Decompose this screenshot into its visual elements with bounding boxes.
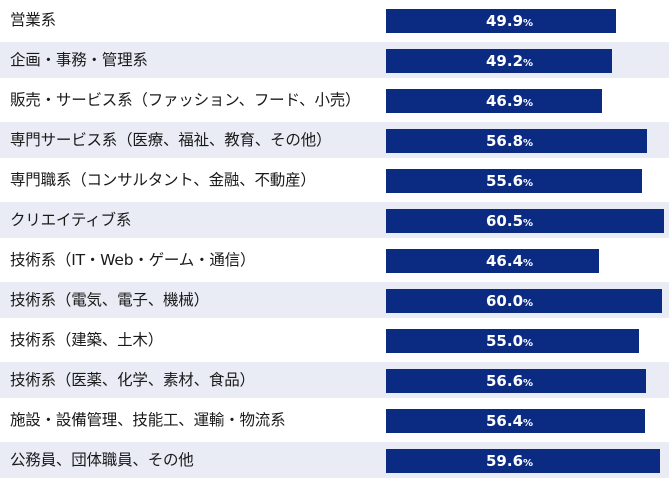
bar-value-number: 55.0 <box>486 332 524 350</box>
bar-value-number: 46.9 <box>486 92 524 110</box>
chart-row: 施設・設備管理、技能工、運輸・物流系 56.4% <box>0 400 669 440</box>
chart-row: 技術系（医薬、化学、素材、食品） 56.6% <box>0 360 669 400</box>
bar-value-unit: % <box>523 98 534 109</box>
bar: 46.9% <box>386 89 602 113</box>
chart-row: 販売・サービス系（ファッション、フード、小売） 46.9% <box>0 80 669 120</box>
bar-value-number: 56.6 <box>486 372 524 390</box>
chart-row: 技術系（電気、電子、機械） 60.0% <box>0 280 669 320</box>
bar: 55.6% <box>386 169 642 193</box>
bar-value-number: 60.0 <box>486 292 524 310</box>
bar-value-label: 60.0% <box>486 289 533 313</box>
category-label: 営業系 <box>10 11 56 29</box>
bar-value-label: 56.4% <box>486 409 533 433</box>
category-label: 専門職系（コンサルタント、金融、不動産） <box>10 171 316 189</box>
chart-row: 企画・事務・管理系 49.2% <box>0 40 669 80</box>
bar: 56.8% <box>386 129 648 153</box>
category-label: 技術系（医薬、化学、素材、食品） <box>10 371 255 389</box>
bar: 55.0% <box>386 329 639 353</box>
bar-value-unit: % <box>523 178 534 189</box>
bar: 59.6% <box>386 449 661 473</box>
bar-value-unit: % <box>523 258 534 269</box>
category-label: 専門サービス系（医療、福祉、教育、その他） <box>10 131 332 149</box>
bar-value-number: 55.6 <box>486 172 524 190</box>
bar: 46.4% <box>386 249 600 273</box>
bar-value-label: 49.2% <box>486 49 533 73</box>
category-label: 技術系（電気、電子、機械） <box>10 291 209 309</box>
bar-value-unit: % <box>523 138 534 149</box>
chart-row: 公務員、団体職員、その他 59.6% <box>0 440 669 480</box>
bar-value-unit: % <box>523 218 534 229</box>
chart-row: 営業系 49.9% <box>0 0 669 40</box>
bar-value-number: 56.8 <box>486 132 524 150</box>
bar: 56.4% <box>386 409 646 433</box>
bar-value-unit: % <box>523 458 534 469</box>
bar-value-number: 59.6 <box>486 452 524 470</box>
category-label: 技術系（建築、土木） <box>10 331 164 349</box>
category-label: 技術系（IT・Web・ゲーム・通信） <box>10 251 256 269</box>
bar: 60.5% <box>386 209 665 233</box>
bar: 49.9% <box>386 9 616 33</box>
bar-value-label: 46.9% <box>486 89 533 113</box>
bar-value-label: 55.6% <box>486 169 533 193</box>
bar-value-unit: % <box>523 298 534 309</box>
bar-value-number: 49.9 <box>486 12 524 30</box>
bar-value-number: 49.2 <box>486 52 524 70</box>
bar-value-label: 46.4% <box>486 249 533 273</box>
chart-row: 専門職系（コンサルタント、金融、不動産） 55.6% <box>0 160 669 200</box>
bar-value-unit: % <box>523 418 534 429</box>
chart-row: 専門サービス系（医療、福祉、教育、その他） 56.8% <box>0 120 669 160</box>
bar-value-unit: % <box>523 338 534 349</box>
bar-value-unit: % <box>523 18 534 29</box>
bar-value-label: 56.8% <box>486 129 533 153</box>
bar-value-label: 49.9% <box>486 9 533 33</box>
chart-row: クリエイティブ系 60.5% <box>0 200 669 240</box>
chart-row: 技術系（IT・Web・ゲーム・通信） 46.4% <box>0 240 669 280</box>
bar: 56.6% <box>386 369 647 393</box>
category-label: 販売・サービス系（ファッション、フード、小売） <box>10 91 361 109</box>
bar-value-number: 56.4 <box>486 412 524 430</box>
category-label: 公務員、団体職員、その他 <box>10 451 194 469</box>
category-label: クリエイティブ系 <box>10 211 132 229</box>
bar: 49.2% <box>386 49 613 73</box>
bar-value-label: 60.5% <box>486 209 533 233</box>
bar-value-unit: % <box>523 58 534 69</box>
bar-value-number: 60.5 <box>486 212 524 230</box>
bar-value-label: 56.6% <box>486 369 533 393</box>
category-label: 施設・設備管理、技能工、運輸・物流系 <box>10 411 286 429</box>
bar-value-label: 59.6% <box>486 449 533 473</box>
category-label: 企画・事務・管理系 <box>10 51 148 69</box>
bar-value-number: 46.4 <box>486 252 524 270</box>
chart-row: 技術系（建築、土木） 55.0% <box>0 320 669 360</box>
bar-value-label: 55.0% <box>486 329 533 353</box>
bar-value-unit: % <box>523 378 534 389</box>
bar: 60.0% <box>386 289 662 313</box>
